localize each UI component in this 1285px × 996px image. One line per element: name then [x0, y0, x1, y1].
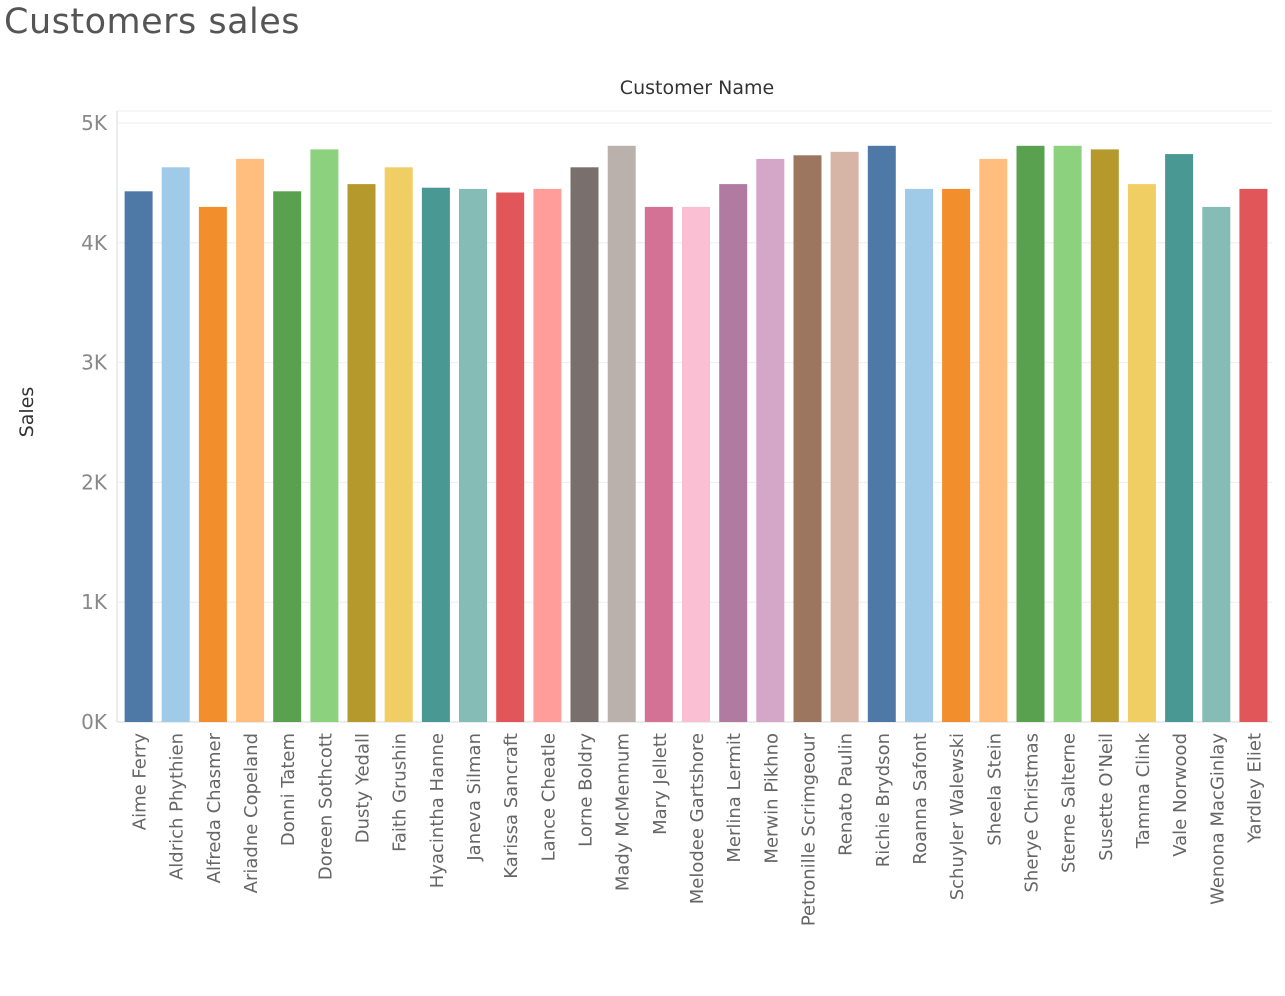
bar[interactable]	[459, 188, 487, 722]
x-tick-label: Janeva Silman	[464, 733, 485, 862]
bar[interactable]	[719, 184, 748, 723]
chart-title: Customers sales	[4, 2, 301, 42]
x-tick-label: Mady McMennum	[613, 733, 634, 891]
x-tick-label: Roanna Safont	[910, 733, 931, 865]
x-tick-label: Tamma Clink	[1133, 732, 1154, 849]
x-tick-label: Melodee Gartshore	[687, 733, 708, 904]
x-tick-label: Karissa Sancraft	[501, 733, 522, 879]
bar[interactable]	[421, 187, 450, 722]
bar[interactable]	[793, 155, 822, 723]
x-tick-label: Sterne Salterne	[1059, 733, 1080, 873]
bar[interactable]	[236, 158, 265, 722]
bar[interactable]	[310, 149, 339, 722]
x-tick-label: Renato Paulin	[836, 733, 857, 856]
x-tick-label: Hyacintha Hanne	[427, 733, 448, 888]
x-tick-label: Wenona MacGinlay	[1207, 733, 1228, 905]
x-tick-label: Lance Cheatle	[538, 733, 559, 861]
y-tick-label: 1K	[81, 590, 108, 614]
bar[interactable]	[1053, 145, 1082, 723]
x-axis-labels: Aime Ferry Aldrich Phythien Alfreda Chasme…	[130, 732, 1266, 926]
column-header-label: Customer Name	[620, 77, 774, 99]
bars-layer	[124, 145, 1268, 723]
x-tick-label: Aldrich Phythien	[167, 733, 188, 880]
bar[interactable]	[1202, 206, 1231, 722]
bar[interactable]	[570, 167, 599, 723]
bar[interactable]	[533, 188, 562, 722]
x-tick-label: Mary Jellett	[650, 733, 671, 835]
bar[interactable]	[756, 158, 785, 722]
y-tick-label: 3K	[81, 351, 108, 375]
x-tick-label: Yardley Eliet	[1244, 733, 1265, 844]
x-tick-label: Alfreda Chasmer	[204, 732, 225, 883]
bar[interactable]	[1016, 145, 1045, 723]
x-tick-label: Sheela Stein	[984, 733, 1005, 846]
y-tick-label: 4K	[81, 231, 108, 255]
x-tick-label: Doreen Sothcott	[315, 733, 336, 880]
x-tick-label: Lorne Boldry	[576, 733, 597, 847]
bar[interactable]	[1090, 149, 1119, 722]
bar[interactable]	[979, 158, 1008, 722]
bar[interactable]	[273, 191, 302, 723]
bar[interactable]	[867, 145, 896, 723]
y-axis-ticks: 0K 1K 2K 3K 4K 5K	[81, 111, 108, 734]
bar[interactable]	[347, 184, 376, 723]
bar[interactable]	[942, 188, 971, 722]
x-tick-label: Faith Grushin	[390, 733, 411, 852]
x-tick-label: Merlina Lermit	[724, 733, 745, 863]
bar[interactable]	[905, 188, 933, 722]
bar[interactable]	[161, 167, 190, 723]
x-tick-label: Susette O'Neil	[1096, 733, 1117, 861]
bar[interactable]	[1165, 154, 1194, 723]
bar[interactable]	[124, 191, 153, 723]
x-tick-label: Petronille Scrimgeour	[799, 732, 820, 926]
bar[interactable]	[198, 206, 227, 722]
x-tick-label: Richie Brydson	[873, 733, 894, 867]
y-tick-label: 0K	[81, 710, 108, 734]
x-tick-label: Donni Tatem	[278, 733, 299, 846]
bar[interactable]	[830, 151, 859, 723]
bar[interactable]	[384, 167, 413, 723]
bar[interactable]	[682, 206, 710, 722]
y-axis-label: Sales	[16, 387, 38, 438]
x-tick-label: Schuyler Walewski	[947, 733, 968, 900]
y-tick-label: 2K	[81, 470, 108, 494]
bar[interactable]	[496, 192, 525, 723]
bar[interactable]	[607, 145, 636, 723]
bar[interactable]	[1239, 188, 1268, 722]
x-tick-label: Sherye Christmas	[1022, 733, 1043, 893]
x-tick-label: Aime Ferry	[130, 733, 151, 831]
x-tick-label: Ariadne Copeland	[241, 733, 262, 893]
bar[interactable]	[1127, 184, 1156, 723]
x-tick-label: Vale Norwood	[1170, 733, 1191, 857]
x-tick-label: Dusty Yedall	[353, 733, 374, 843]
y-tick-label: 5K	[81, 111, 108, 135]
bar[interactable]	[644, 206, 673, 722]
x-tick-label: Merwin Pikhno	[761, 733, 782, 864]
